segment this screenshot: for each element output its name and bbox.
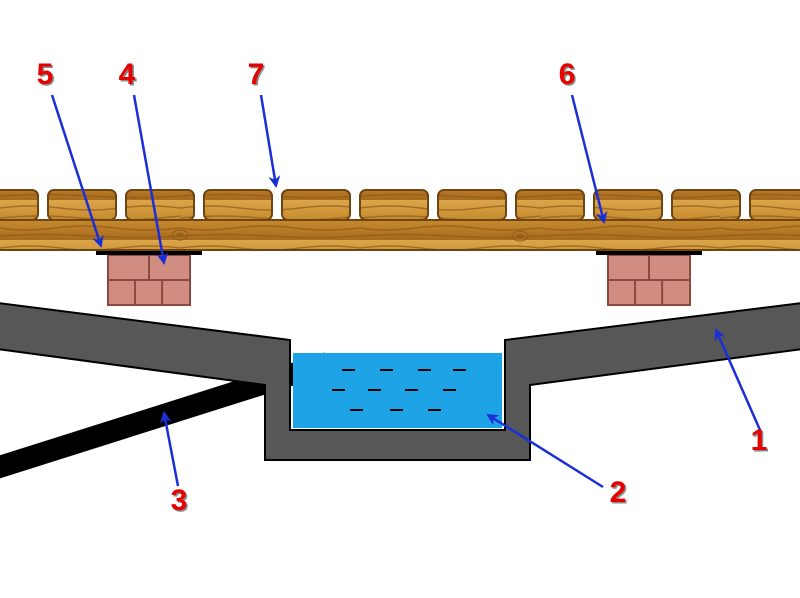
callout-label-6: 6 [559, 58, 576, 91]
callout-label-5: 5 [37, 58, 54, 91]
callout-label-1: 1 [751, 424, 768, 457]
callout-label-3: 3 [171, 484, 188, 517]
brick-pier-left [108, 255, 190, 305]
brick-pier-right [608, 255, 690, 305]
callout-label-4: 4 [119, 58, 136, 91]
callout-label-2: 2 [610, 476, 627, 509]
joist-beam [0, 220, 800, 250]
water-well [293, 353, 502, 428]
callout-label-7: 7 [248, 58, 265, 91]
